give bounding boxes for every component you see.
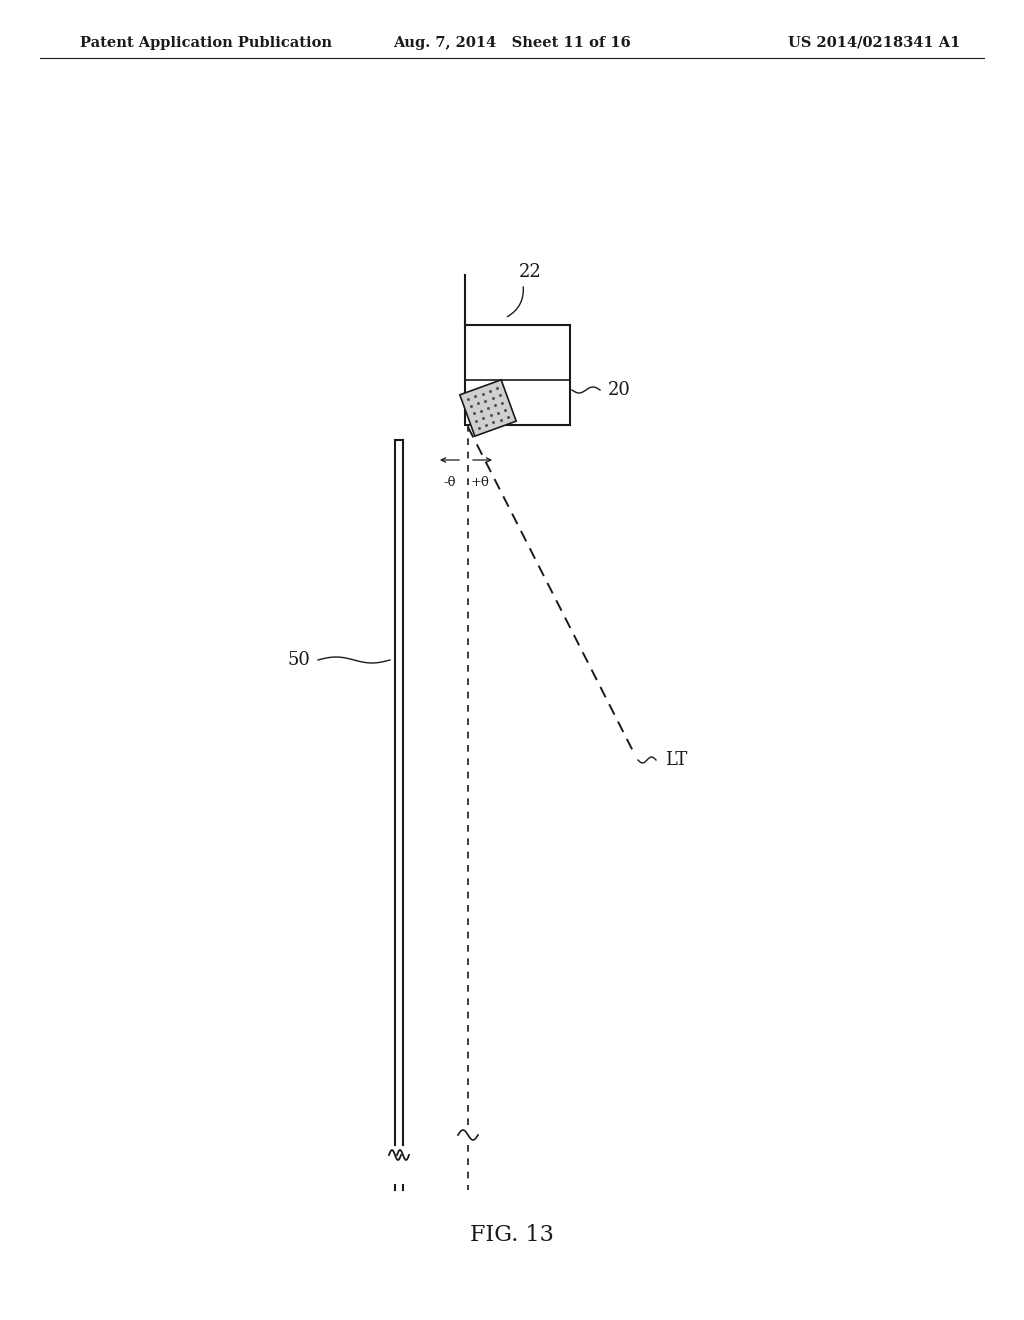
Text: 20: 20 xyxy=(608,381,631,399)
Text: Aug. 7, 2014   Sheet 11 of 16: Aug. 7, 2014 Sheet 11 of 16 xyxy=(393,36,631,50)
Polygon shape xyxy=(460,380,516,436)
Text: -θ: -θ xyxy=(443,475,457,488)
FancyArrowPatch shape xyxy=(508,286,523,317)
Text: Patent Application Publication: Patent Application Publication xyxy=(80,36,332,50)
Text: FIG. 13: FIG. 13 xyxy=(470,1224,554,1246)
Text: LT: LT xyxy=(665,751,687,770)
Text: US 2014/0218341 A1: US 2014/0218341 A1 xyxy=(787,36,961,50)
Text: 22: 22 xyxy=(518,263,542,281)
Bar xyxy=(465,325,570,425)
Text: 50: 50 xyxy=(287,651,310,669)
Text: +θ: +θ xyxy=(471,475,489,488)
